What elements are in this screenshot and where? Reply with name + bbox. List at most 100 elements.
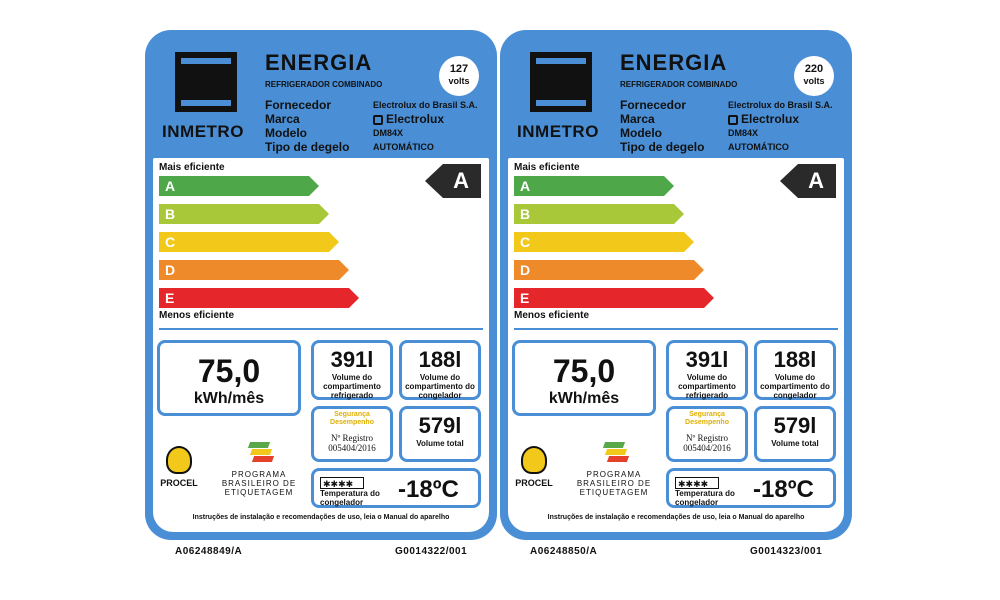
registry-box: Segurança Desempenho Nº Registro 005404/…	[666, 406, 748, 462]
freezer-stars-icon: ✱✱✱✱	[675, 474, 719, 492]
inmetro-text: INMETRO	[162, 122, 244, 141]
voltage-value: 127	[449, 63, 469, 75]
class-arrow-a: A	[514, 176, 674, 196]
total-volume-box: 579l Volume total	[399, 406, 481, 462]
brand-row: Electrolux	[728, 112, 833, 126]
field-supplier-label: Fornecedor	[265, 98, 332, 112]
freezer-volume-box: 188l Volume do compartimento do congelad…	[754, 340, 836, 400]
most-efficient-text: Mais eficiente	[159, 162, 225, 173]
fridge-volume-label: Volume do compartimento refrigerado	[678, 373, 736, 400]
class-arrow-b: B	[159, 204, 329, 224]
class-arrow-c: C	[159, 232, 339, 252]
field-brand-label: Marca	[265, 112, 300, 126]
temperature-label: Temperatura do congelador	[675, 489, 735, 507]
energy-label-220v: INMETRO ENERGIA REFRIGERADOR COMBINADO 2…	[500, 30, 852, 540]
brand-row: Electrolux	[373, 112, 478, 126]
code-left-1: A06248849/A	[175, 546, 243, 557]
voltage-badge: 220 volts	[794, 56, 834, 96]
class-arrow-d: D	[514, 260, 704, 280]
label-title: ENERGIA	[620, 50, 728, 75]
inmetro-logo-icon	[175, 52, 237, 112]
consumption-unit: kWh/mês	[548, 390, 620, 407]
field-brand-label: Marca	[620, 112, 655, 126]
field-model-label: Modelo	[265, 126, 307, 140]
class-arrow-d: D	[159, 260, 349, 280]
freezer-volume-label: Volume do compartimento do congelador	[405, 373, 475, 400]
pbe-logo: PROGRAMA BRASILEIRO DE ETIQUETAGEM	[217, 440, 301, 497]
fridge-volume-value: 391l	[330, 347, 374, 372]
code-left-2: A06248850/A	[530, 546, 598, 557]
freezer-volume-label: Volume do compartimento do congelador	[760, 373, 830, 400]
brand-value: Electrolux	[741, 112, 800, 126]
label-body: Mais eficiente A B C D E Menos eficiente…	[508, 158, 844, 532]
total-volume-value: 579l	[773, 413, 817, 438]
defrost-value: AUTOMÁTICO	[373, 142, 434, 152]
instructions-text: Instruções de instalação e recomendações…	[547, 514, 805, 521]
procel-logo: PROCEL	[157, 446, 201, 488]
inmetro-text: INMETRO	[517, 122, 599, 141]
class-arrow-a: A	[159, 176, 319, 196]
code-right-2: G0014323/001	[750, 546, 823, 557]
procel-bulb-icon	[521, 446, 547, 474]
supplier-value: Electrolux do Brasil S.A.	[728, 100, 833, 110]
inmetro-logo-icon	[530, 52, 592, 112]
field-values: Electrolux do Brasil S.A. Electrolux DM8…	[373, 98, 478, 154]
instructions-text: Instruções de instalação e recomendações…	[192, 514, 450, 521]
pbe-icon	[245, 440, 275, 468]
header-info: ENERGIA REFRIGERADOR COMBINADO 127 volts…	[257, 38, 493, 154]
model-value: DM84X	[373, 128, 404, 138]
consumption-value: 75,0	[197, 353, 261, 389]
brand-value: Electrolux	[386, 112, 445, 126]
field-model-label: Modelo	[620, 126, 662, 140]
procel-text: PROCEL	[515, 478, 553, 488]
code-right-1: G0014322/001	[395, 546, 468, 557]
total-volume-box: 579l Volume total	[754, 406, 836, 462]
registry-label: Nº Registro	[330, 433, 374, 443]
product-type: REFRIGERADOR COMBINADO	[620, 80, 738, 89]
inmetro-block: INMETRO	[508, 38, 608, 154]
rating-indicator: A	[780, 164, 836, 198]
pbe-text: PROGRAMA BRASILEIRO DE ETIQUETAGEM	[221, 470, 297, 497]
temperature-label: Temperatura do congelador	[320, 489, 380, 507]
electrolux-logo-icon	[728, 114, 738, 125]
energy-label-127v: INMETRO ENERGIA REFRIGERADOR COMBINADO 1…	[145, 30, 497, 540]
fridge-volume-box: 391l Volume do compartimento refrigerado	[311, 340, 393, 400]
supplier-value: Electrolux do Brasil S.A.	[373, 100, 478, 110]
total-volume-label: Volume total	[771, 439, 819, 448]
pbe-text: PROGRAMA BRASILEIRO DE ETIQUETAGEM	[576, 470, 652, 497]
freezer-volume-value: 188l	[773, 347, 817, 372]
label-title: ENERGIA	[265, 50, 373, 75]
field-values: Electrolux do Brasil S.A. Electrolux DM8…	[728, 98, 833, 154]
temperature-value: -18ºC	[753, 476, 814, 503]
divider	[159, 328, 483, 330]
field-supplier-label: Fornecedor	[620, 98, 687, 112]
field-labels: Fornecedor Marca Modelo Tipo de degelo	[620, 98, 704, 154]
model-value: DM84X	[728, 128, 759, 138]
temperature-box: ✱✱✱✱ Temperatura do congelador -18ºC	[311, 468, 481, 508]
security-text: Segurança Desempenho	[330, 411, 374, 426]
defrost-value: AUTOMÁTICO	[728, 142, 789, 152]
fridge-volume-box: 391l Volume do compartimento refrigerado	[666, 340, 748, 400]
rating-indicator: A	[425, 164, 481, 198]
total-volume-label: Volume total	[416, 439, 464, 448]
procel-bulb-icon	[166, 446, 192, 474]
inmetro-block: INMETRO	[153, 38, 253, 154]
class-arrow-c: C	[514, 232, 694, 252]
product-type: REFRIGERADOR COMBINADO	[265, 80, 383, 89]
field-labels: Fornecedor Marca Modelo Tipo de degelo	[265, 98, 349, 154]
field-defrost-label: Tipo de degelo	[265, 140, 350, 154]
pbe-icon	[600, 440, 630, 468]
voltage-unit: volts	[448, 76, 470, 86]
consumption-box: 75,0 kWh/mês	[157, 340, 301, 416]
consumption-value: 75,0	[552, 353, 616, 389]
procel-logo: PROCEL	[512, 446, 556, 488]
class-arrow-b: B	[514, 204, 684, 224]
registry-box: Segurança Desempenho Nº Registro 005404/…	[311, 406, 393, 462]
total-volume-value: 579l	[418, 413, 462, 438]
fridge-volume-label: Volume do compartimento refrigerado	[323, 373, 381, 400]
temperature-value: -18ºC	[398, 476, 459, 503]
least-efficient-text: Menos eficiente	[159, 310, 235, 321]
fridge-volume-value: 391l	[685, 347, 729, 372]
freezer-volume-value: 188l	[418, 347, 462, 372]
procel-text: PROCEL	[160, 478, 198, 488]
